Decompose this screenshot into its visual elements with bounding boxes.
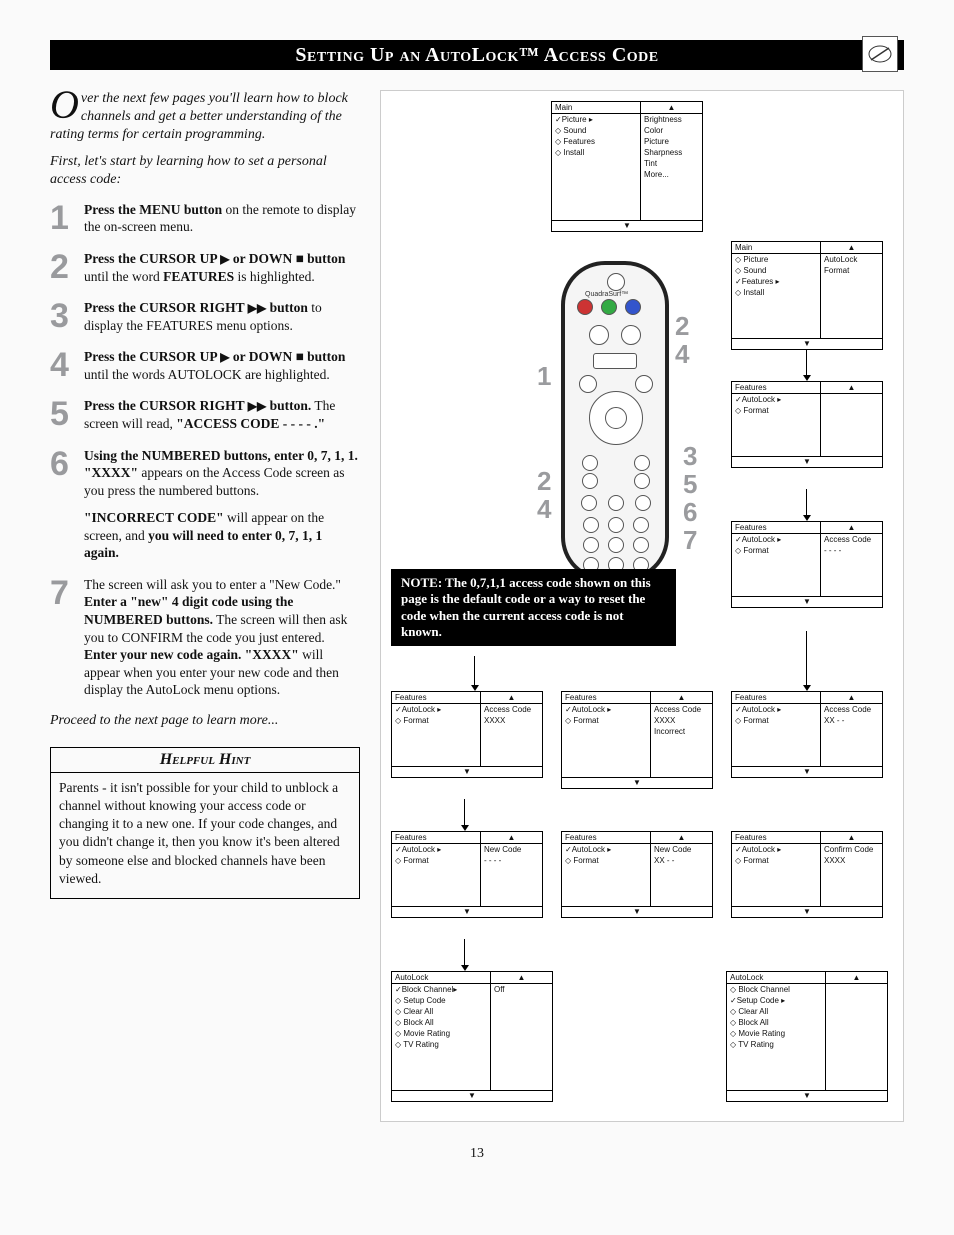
menu-features-accesscode: Features▲✓AutoLock ▸Access Code◇ Format-… [731,521,883,608]
menu-autolock-block: AutoLock▲✓Block Channel▸Off◇ Setup Code … [391,971,553,1102]
callout-2a: 2 [675,311,689,342]
menu-main-picture: Main▲✓Picture ▸Brightness◇ SoundColor◇ F… [551,101,703,232]
menu-main-features: Main▲◇ PictureAutoLock◇ SoundFormat✓Feat… [731,241,883,350]
hint-body: Parents - it isn't possible for your chi… [51,773,359,898]
menu-features-autolock: Features▲✓AutoLock ▸ ◇ Format ▼ [731,381,883,468]
callout-3: 3 [683,441,697,472]
intro: Over the next few pages you'll learn how… [50,90,360,189]
menu-newcode-xx: Features▲✓AutoLock ▸New Code◇ FormatXX -… [561,831,713,918]
menu-confirm: Features▲✓AutoLock ▸Confirm Code◇ Format… [731,831,883,918]
title-bar: Setting Up an AutoLock™ Access Code [50,40,904,70]
step-number: 1 [50,201,84,236]
callout-2b: 2 [537,466,551,497]
menu-xxxx: Features▲✓AutoLock ▸Access Code◇ FormatX… [391,691,543,778]
remote-illustration: QuadraSurf™ [561,261,669,581]
step-number: 3 [50,299,84,334]
step-body: Press the CURSOR UP ▶ or DOWN ■ button u… [84,348,360,383]
step-number: 2 [50,250,84,285]
step-body: Press the MENU button on the remote to d… [84,201,360,236]
menu-autolock-setup: AutoLock▲◇ Block Channel ✓Setup Code ▸ ◇… [726,971,888,1102]
step-number: 7 [50,576,84,699]
step-body: Press the CURSOR RIGHT ▶▶ button. The sc… [84,397,360,432]
instructions-column: Over the next few pages you'll learn how… [50,90,360,1122]
step-number: 4 [50,348,84,383]
intro-p2: First, let's start by learning how to se… [50,153,360,189]
note-box: NOTE: The 0,7,1,1 access code shown on t… [391,569,676,646]
proceed-text: Proceed to the next page to learn more..… [50,713,360,729]
step-body: Press the CURSOR UP ▶ or DOWN ■ button u… [84,250,360,285]
hint-title: Helpful Hint [51,748,359,773]
drop-cap: O [50,90,81,120]
intro-p1: ver the next few pages you'll learn how … [50,91,348,142]
step-body: Press the CURSOR RIGHT ▶▶ button to disp… [84,299,360,334]
callout-1: 1 [537,361,551,392]
menu-newcode-blank: Features▲✓AutoLock ▸New Code◇ Format- - … [391,831,543,918]
step-number: 6 [50,447,84,562]
menu-incorrect: Features▲✓AutoLock ▸Access Code◇ FormatX… [561,691,713,789]
callout-7: 7 [683,525,697,556]
menu-xx: Features▲✓AutoLock ▸Access Code◇ FormatX… [731,691,883,778]
flow-diagram: QuadraSurf™ [380,90,904,1122]
callout-5: 5 [683,469,697,500]
step-body: Using the NUMBERED buttons, enter 0, 7, … [84,447,360,562]
step-body: The screen will ask you to enter a "New … [84,576,360,699]
page-number: 13 [50,1146,904,1162]
callout-4b: 4 [537,494,551,525]
title-icon [862,36,898,72]
callout-6: 6 [683,497,697,528]
step-number: 5 [50,397,84,432]
page-title: Setting Up an AutoLock™ Access Code [295,44,658,67]
callout-4a: 4 [675,339,689,370]
helpful-hint-box: Helpful Hint Parents - it isn't possible… [50,747,360,899]
steps-list: 1Press the MENU button on the remote to … [50,201,360,699]
